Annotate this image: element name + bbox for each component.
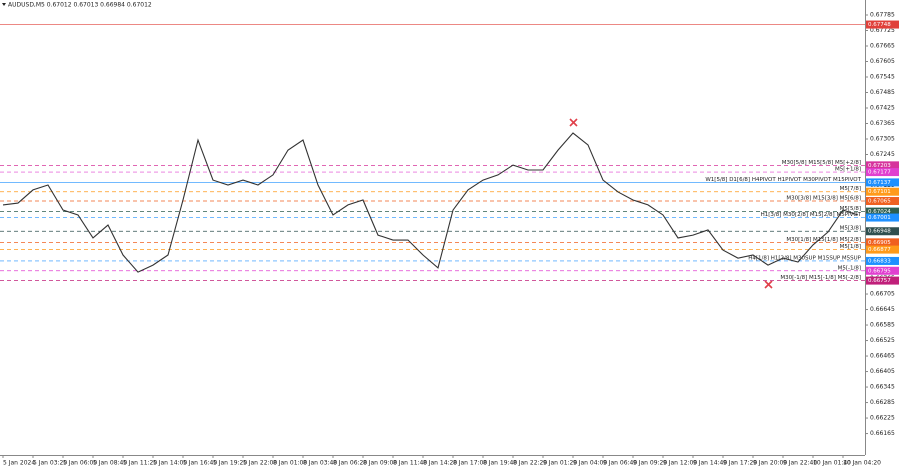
x-tick-label: 8 Jan 19:40	[483, 460, 517, 467]
price-box-label: 0.66795	[868, 268, 891, 274]
y-tick-label: 0.67605	[870, 58, 895, 65]
y-tick-label: 0.67245	[870, 151, 895, 158]
level-label: H1[3/8] M30[2/8] M15[2/8] M5PIVOT	[761, 212, 862, 218]
price-box-label: 0.66757	[868, 278, 891, 284]
level-label: M30[1/8] M15[1/8] M5[2/8]	[786, 237, 861, 243]
chart-title: AUDUSD,M5 0.67012 0.67013 0.66984 0.6701…	[8, 2, 152, 9]
high-marker	[569, 118, 578, 127]
level-label: M30[3/8] M15[3/8] M5[6/8]	[786, 196, 861, 202]
price-line	[2, 132, 859, 273]
price-box-label: 0.66877	[868, 247, 891, 253]
x-tick-label: 8 Jan 01:00	[273, 460, 307, 467]
y-tick-label: 0.66585	[870, 322, 895, 329]
x-tick-label: 5 Jan 08:40	[93, 460, 127, 467]
price-box	[866, 276, 899, 285]
x-tick-label: 8 Jan 17:00	[453, 460, 487, 467]
price-box	[866, 213, 899, 222]
price-box	[866, 256, 899, 265]
x-tick-label: 10 Jan 01:40	[813, 460, 851, 467]
x-tick-label: 5 Jan 16:40	[183, 460, 217, 467]
y-tick-label: 0.66465	[870, 353, 895, 360]
y-tick-label: 0.66285	[870, 399, 895, 406]
level-label: M5[-1/8]	[838, 265, 861, 271]
price-box	[866, 238, 899, 247]
price-box-label: 0.67203	[868, 163, 891, 169]
y-tick-label: 0.66345	[870, 384, 895, 391]
price-box	[866, 168, 899, 177]
y-tick-label: 0.66645	[870, 306, 895, 313]
level-label: M5[5/8]	[840, 206, 861, 212]
level-label: M5[7/8]	[840, 186, 861, 192]
price-box	[866, 178, 899, 187]
price-box	[866, 227, 899, 236]
price-box-label: 0.67748	[868, 22, 891, 28]
price-box	[866, 197, 899, 206]
x-tick-label: 5 Jan 03:20	[33, 460, 67, 467]
level-label: W1[5/8] D1[6/8] H4PIVOT H1PIVOT M30PIVOT…	[705, 177, 861, 183]
y-tick-label: 0.67305	[870, 136, 895, 143]
x-tick-label: 9 Jan 17:20	[723, 460, 757, 467]
level-label: M5[3/8]	[840, 226, 861, 232]
level-label: H4[1/8] H1[2/8] M30SUP M15SUP M5SUP	[748, 255, 861, 261]
price-box	[866, 266, 899, 275]
price-box	[866, 20, 899, 29]
y-tick-label: 0.67545	[870, 73, 895, 80]
x-tick-label: 9 Jan 09:20	[633, 460, 667, 467]
x-tick-label: 8 Jan 03:40	[303, 460, 337, 467]
x-tick-label: 5 Jan 14:00	[153, 460, 187, 467]
x-tick-label: 5 Jan 11:20	[123, 460, 157, 467]
y-tick-label: 0.67785	[870, 11, 895, 18]
y-tick-label: 0.67365	[870, 120, 895, 127]
x-tick-label: 5 Jan 22:00	[243, 460, 277, 467]
level-label: M30[5/8] M15[5/8] M5[+2/8]	[782, 160, 861, 166]
x-tick-label: 9 Jan 14:40	[693, 460, 727, 467]
level-label: M5[+1/8]	[835, 167, 861, 173]
x-tick-label: 8 Jan 11:40	[393, 460, 427, 467]
level-label: M30[-1/8] M15[-1/8] M5[-2/8]	[780, 275, 861, 281]
symbol-menu-icon[interactable]	[2, 3, 6, 6]
x-tick-label: 9 Jan 22:40	[783, 460, 817, 467]
price-box	[866, 245, 899, 254]
price-box	[866, 161, 899, 170]
y-tick-label: 0.66225	[870, 415, 895, 422]
x-tick-label: 9 Jan 12:00	[663, 460, 697, 467]
y-tick-label: 0.67425	[870, 105, 895, 112]
y-tick-label: 0.66525	[870, 337, 895, 344]
price-box-label: 0.67024	[868, 209, 891, 215]
price-box-label: 0.67137	[868, 180, 891, 186]
price-box-label: 0.67001	[868, 215, 891, 221]
y-tick-label: 0.67725	[870, 27, 895, 34]
y-tick-label: 0.66165	[870, 430, 895, 437]
x-tick-label: 9 Jan 01:20	[543, 460, 577, 467]
price-box-label: 0.66833	[868, 258, 891, 264]
price-box-label: 0.67101	[868, 189, 891, 195]
x-tick-label: 9 Jan 06:40	[603, 460, 637, 467]
x-tick-label: 9 Jan 04:00	[573, 460, 607, 467]
price-box	[866, 207, 899, 216]
price-box-label: 0.66905	[868, 240, 891, 246]
x-tick-label: 5 Jan 19:20	[213, 460, 247, 467]
y-tick-label: 0.67665	[870, 42, 895, 49]
price-box-label: 0.66948	[868, 229, 891, 235]
x-tick-label: 9 Jan 20:00	[753, 460, 787, 467]
level-label: M5[1/8]	[840, 244, 861, 250]
y-tick-label: 0.66705	[870, 291, 895, 298]
x-tick-label: 10 Jan 04:20	[843, 460, 881, 467]
x-tick-label: 8 Jan 14:20	[423, 460, 457, 467]
x-tick-label: 5 Jan 06:00	[63, 460, 97, 467]
y-tick-label: 0.66405	[870, 368, 895, 375]
price-box	[866, 187, 899, 196]
x-tick-label: 8 Jan 09:00	[363, 460, 397, 467]
x-tick-label: 8 Jan 06:20	[333, 460, 367, 467]
x-tick-label: 5 Jan 2024	[3, 460, 35, 467]
price-box-label: 0.67065	[868, 199, 891, 205]
low-marker	[764, 280, 773, 289]
x-tick-label: 8 Jan 22:20	[513, 460, 547, 467]
price-box-label: 0.67177	[868, 170, 891, 176]
y-tick-label: 0.67485	[870, 89, 895, 96]
